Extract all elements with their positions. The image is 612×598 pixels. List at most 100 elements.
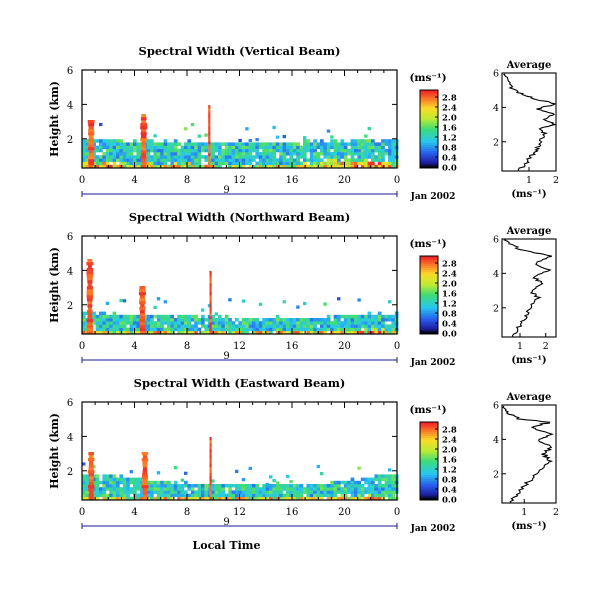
heatmap-cell bbox=[208, 141, 211, 145]
heatmap-cell bbox=[347, 327, 351, 332]
heatmap-cell bbox=[255, 145, 260, 150]
heatmap-cell bbox=[126, 314, 130, 319]
heatmap-cell bbox=[119, 474, 124, 478]
heatmap-cell bbox=[119, 152, 124, 156]
heatmap-cell bbox=[384, 487, 389, 491]
heatmap-cell bbox=[211, 148, 215, 153]
heatmap-cell bbox=[170, 314, 175, 319]
heatmap-cell bbox=[238, 155, 243, 159]
heatmap-cell bbox=[141, 485, 149, 489]
heatmap-cell bbox=[255, 148, 260, 153]
heatmap-cell bbox=[265, 324, 270, 328]
heatmap-cell bbox=[190, 496, 195, 501]
heatmap-cell bbox=[141, 114, 146, 118]
heatmap-cell bbox=[99, 321, 103, 325]
heatmap-cell bbox=[126, 158, 130, 162]
heatmap-cell bbox=[279, 158, 283, 162]
heatmap-cell bbox=[333, 148, 338, 153]
heatmap-cell bbox=[180, 496, 185, 501]
heatmap-cell bbox=[209, 322, 212, 326]
heatmap-cell bbox=[85, 142, 90, 146]
heatmap-cell bbox=[184, 314, 188, 319]
heatmap-cell bbox=[88, 141, 95, 145]
heatmap-cell bbox=[190, 142, 195, 146]
heatmap-cell bbox=[258, 493, 263, 498]
heatmap-cell bbox=[238, 161, 243, 166]
heatmap-cell bbox=[163, 484, 168, 488]
heatmap-cell bbox=[388, 490, 392, 494]
heatmap-cell bbox=[262, 324, 266, 328]
y-tick-label: 6 bbox=[67, 232, 73, 243]
heatmap-cell bbox=[190, 155, 195, 159]
heatmap-cell bbox=[140, 138, 148, 142]
heatmap-cell bbox=[150, 487, 154, 491]
heatmap-cell bbox=[139, 328, 145, 332]
x-tick-label: 4 bbox=[131, 507, 137, 518]
heatmap-cell bbox=[180, 487, 185, 491]
heatmap-cell bbox=[190, 490, 195, 494]
heatmap-cell bbox=[129, 158, 134, 162]
heatmap-cell bbox=[95, 164, 100, 169]
heatmap-cell bbox=[248, 155, 253, 159]
heatmap-cell bbox=[337, 496, 341, 501]
heatmap-cell bbox=[153, 324, 158, 328]
heatmap-cell bbox=[235, 330, 239, 335]
colorbar-step bbox=[420, 146, 438, 149]
heatmap-cell bbox=[303, 136, 307, 140]
heatmap-cell bbox=[265, 155, 270, 159]
heatmap-cell bbox=[265, 321, 270, 325]
heatmap-cell bbox=[86, 292, 94, 296]
average-x-tick-label: 2 bbox=[553, 507, 559, 518]
colorbar-tick-label: 0.4 bbox=[442, 320, 457, 330]
heatmap-cell bbox=[156, 145, 161, 150]
heatmap-cell bbox=[360, 148, 365, 153]
colorbar-step bbox=[420, 326, 438, 329]
heatmap-cell bbox=[150, 314, 154, 319]
heatmap-cell bbox=[337, 152, 341, 156]
heatmap-cell bbox=[88, 467, 94, 471]
heatmap-cell bbox=[163, 314, 168, 319]
heatmap-cell bbox=[350, 161, 355, 166]
heatmap-cell bbox=[204, 490, 209, 494]
heatmap-cell bbox=[112, 496, 117, 501]
heatmap-cell bbox=[180, 152, 185, 156]
heatmap-cell bbox=[139, 487, 144, 491]
heatmap-cell bbox=[306, 318, 311, 322]
heatmap-cell bbox=[357, 139, 362, 143]
heatmap-cell bbox=[269, 487, 273, 491]
heatmap-cell bbox=[112, 139, 117, 143]
heatmap-cell bbox=[99, 487, 103, 491]
heatmap-cell bbox=[340, 321, 345, 325]
heatmap-cell bbox=[160, 148, 164, 153]
colorbar-step bbox=[420, 140, 438, 144]
heatmap-cell bbox=[211, 314, 215, 319]
heatmap-cell bbox=[306, 327, 311, 332]
heatmap-cell bbox=[167, 493, 171, 498]
heatmap-cell bbox=[218, 324, 222, 328]
heatmap-cell bbox=[102, 490, 107, 494]
colorbar-tick-label: 2.0 bbox=[442, 280, 457, 290]
heatmap-cell bbox=[102, 474, 107, 478]
heatmap-cell bbox=[95, 321, 100, 325]
heatmap-cell bbox=[238, 484, 243, 488]
heatmap-cell bbox=[282, 324, 287, 328]
heatmap-cell bbox=[262, 142, 266, 146]
average-x-tick-label: 2 bbox=[553, 175, 559, 186]
heatmap-cell bbox=[320, 327, 324, 332]
heatmap-cell bbox=[167, 152, 171, 156]
colorbar-step bbox=[420, 300, 438, 304]
heatmap-cell bbox=[180, 324, 185, 328]
heatmap-cell bbox=[309, 145, 314, 150]
heatmap-cell bbox=[337, 164, 341, 169]
heatmap-cell bbox=[139, 286, 146, 290]
x-tick-label: 20 bbox=[338, 341, 351, 352]
heatmap-cell bbox=[374, 496, 379, 501]
x-tick-label: 12 bbox=[233, 507, 246, 518]
heatmap-cell bbox=[209, 286, 212, 290]
heatmap-cell bbox=[209, 298, 212, 302]
heatmap-cell bbox=[163, 161, 168, 166]
heatmap-cell bbox=[381, 139, 385, 143]
heatmap-cell bbox=[323, 155, 328, 159]
heatmap-cell bbox=[82, 161, 86, 166]
heatmap-cell bbox=[252, 327, 256, 332]
